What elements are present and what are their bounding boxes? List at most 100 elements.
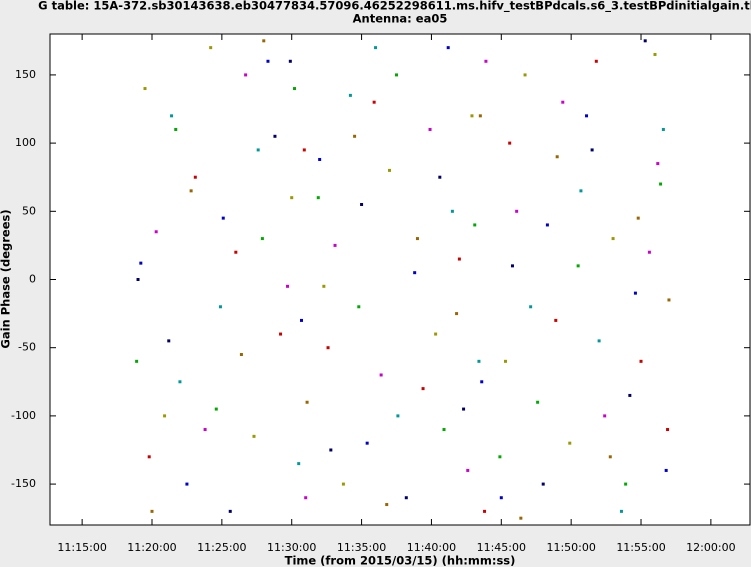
x-tick-label: 11:20:00 — [127, 541, 176, 554]
point — [499, 496, 503, 500]
point — [561, 100, 565, 104]
point — [170, 114, 174, 118]
point — [473, 223, 477, 227]
point — [299, 318, 303, 322]
point — [457, 257, 461, 261]
point — [415, 237, 419, 241]
plot-area — [49, 33, 751, 526]
point — [329, 448, 333, 452]
point — [189, 189, 193, 193]
y-tick-label: 50 — [22, 204, 36, 217]
point — [135, 359, 139, 363]
point — [585, 114, 589, 118]
point — [228, 509, 232, 513]
point — [664, 468, 668, 472]
x-tick-label: 11:45:00 — [477, 541, 526, 554]
point — [434, 332, 438, 336]
point — [619, 509, 623, 513]
point — [421, 387, 425, 391]
point — [446, 46, 450, 50]
point — [379, 373, 383, 377]
point — [636, 216, 640, 220]
point — [150, 509, 154, 513]
point — [185, 482, 189, 486]
point — [139, 261, 143, 265]
point — [608, 455, 612, 459]
point — [316, 196, 320, 200]
point — [611, 237, 615, 241]
point — [597, 339, 601, 343]
y-axis-label: Gain Phase (degrees) — [0, 209, 13, 348]
x-tick-label: 11:40:00 — [407, 541, 456, 554]
point — [529, 305, 533, 309]
point — [293, 87, 297, 91]
point — [483, 509, 487, 513]
point — [279, 332, 283, 336]
point — [498, 455, 502, 459]
point — [438, 175, 442, 179]
point — [353, 134, 357, 138]
point — [193, 175, 197, 179]
point — [603, 414, 607, 418]
point — [667, 298, 671, 302]
x-tick-label: 11:55:00 — [616, 541, 665, 554]
x-tick-label: 11:35:00 — [337, 541, 386, 554]
point — [395, 73, 399, 77]
point — [554, 318, 558, 322]
point — [628, 393, 632, 397]
point — [536, 400, 540, 404]
point — [333, 243, 337, 247]
y-tick-label: 0 — [29, 273, 36, 286]
point — [305, 400, 309, 404]
point — [579, 189, 583, 193]
point — [302, 148, 306, 152]
point — [163, 414, 167, 418]
point — [656, 162, 660, 166]
chart-subtitle: Antenna: ea05 — [353, 12, 448, 26]
point — [661, 127, 665, 131]
point — [480, 380, 484, 384]
point — [478, 114, 482, 118]
x-tick-label: 11:15:00 — [57, 541, 106, 554]
point — [428, 127, 432, 131]
point — [374, 46, 378, 50]
point — [326, 346, 330, 350]
point — [470, 114, 474, 118]
point — [659, 182, 663, 186]
point — [234, 250, 238, 254]
point — [260, 237, 264, 241]
x-tick-label: 11:30:00 — [267, 541, 316, 554]
point — [568, 441, 572, 445]
point — [154, 230, 158, 234]
point — [503, 359, 507, 363]
y-tick-label: 150 — [15, 68, 36, 81]
chart-title: G table: 15A-372.sb30143638.eb30477834.5… — [38, 0, 751, 14]
point — [455, 312, 459, 316]
point — [256, 148, 260, 152]
point — [388, 168, 392, 172]
point — [653, 52, 657, 56]
point — [304, 496, 308, 500]
point — [288, 59, 292, 63]
point — [576, 264, 580, 268]
point — [666, 428, 670, 432]
y-tick-label: -50 — [18, 341, 36, 354]
point — [510, 264, 514, 268]
point — [541, 482, 545, 486]
point — [633, 291, 637, 295]
x-tick-label: 11:50:00 — [546, 541, 595, 554]
point — [273, 134, 277, 138]
point — [348, 93, 352, 97]
point — [266, 59, 270, 63]
point — [594, 59, 598, 63]
point — [450, 209, 454, 213]
point — [519, 516, 523, 520]
point — [624, 482, 628, 486]
point — [297, 462, 301, 466]
point — [590, 148, 594, 152]
point — [545, 223, 549, 227]
point — [523, 73, 527, 77]
point — [174, 127, 178, 131]
point — [647, 250, 651, 254]
y-tick-label: 100 — [15, 136, 36, 149]
